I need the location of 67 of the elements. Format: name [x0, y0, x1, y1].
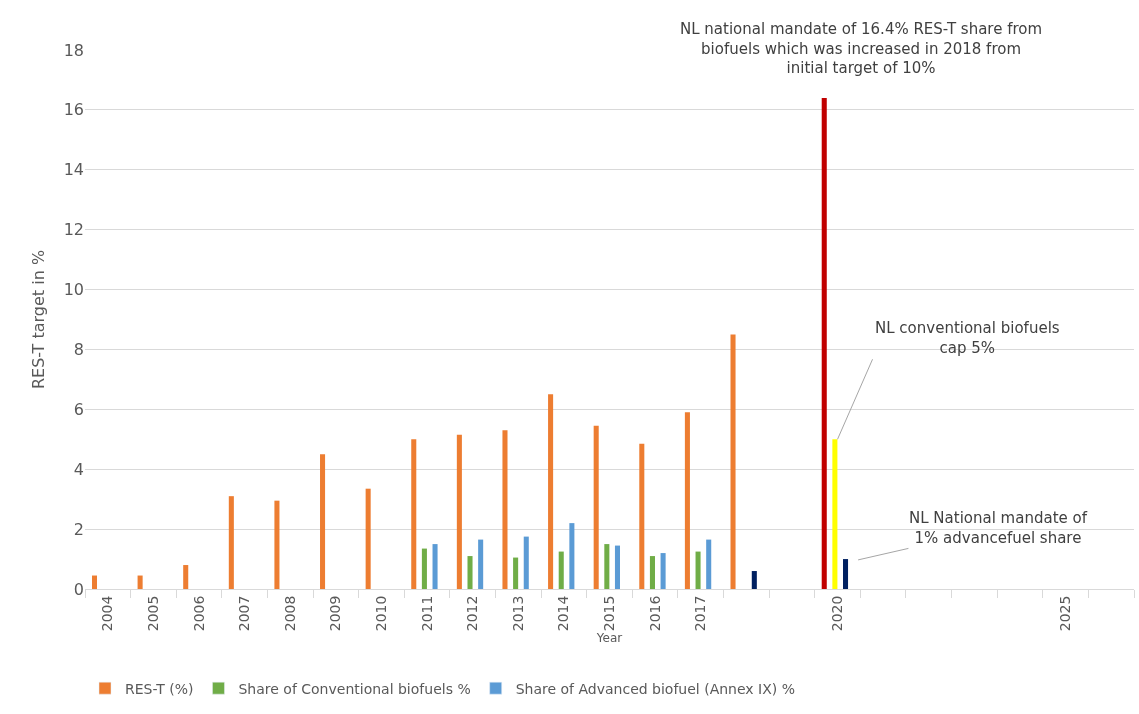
- x-tick-label: 2015: [601, 595, 618, 632]
- x-tick-label: 2009: [327, 595, 344, 632]
- bar: [614, 545, 621, 589]
- y-tick-label: 14: [63, 160, 84, 180]
- bar: [91, 575, 98, 589]
- annotation: NL national mandate of 16.4% RES-T share from biofuels which was increased in 2018 from initial target of 10%: [680, 20, 1043, 77]
- x-tick-label: 2008: [281, 595, 298, 632]
- bar: [421, 548, 427, 589]
- bar: [639, 443, 645, 589]
- bar: [558, 551, 564, 589]
- bar: [228, 496, 234, 589]
- bar: [513, 557, 519, 589]
- bar: [411, 439, 417, 589]
- bar: [684, 412, 690, 589]
- bar: [478, 539, 484, 589]
- x-axis-title: Year: [595, 631, 623, 646]
- legend-label: Share of Advanced biofuel (Annex IX) %: [515, 680, 796, 697]
- x-tick-label: 2005: [144, 595, 161, 632]
- legend-label: Share of Conventional biofuels %: [238, 680, 471, 697]
- x-tick-label: 2014: [555, 595, 572, 632]
- bar: [604, 544, 610, 589]
- bar: [432, 544, 438, 589]
- bar: [751, 571, 757, 589]
- annotation: NL conventional biofuels cap 5%: [875, 319, 1060, 357]
- y-tick-label: 0: [73, 579, 84, 599]
- y-tick-label: 12: [63, 220, 84, 240]
- bar: [660, 553, 666, 589]
- y-tick-label: 6: [73, 399, 84, 419]
- x-tick-label: 2006: [190, 595, 207, 632]
- legend-label: RES-T (%): [125, 680, 194, 697]
- bar: [706, 539, 712, 589]
- bar: [821, 97, 827, 589]
- x-tick-label: 2012: [464, 595, 481, 632]
- annotation: NL National mandate of 1% advancefuel share: [909, 509, 1088, 547]
- x-tick-label: 2011: [418, 595, 435, 632]
- bar: [843, 559, 849, 589]
- bar: [832, 439, 838, 589]
- x-tick-label: 2020: [829, 595, 846, 632]
- bar: [569, 523, 575, 589]
- bar: [320, 454, 326, 589]
- bar: [593, 425, 599, 589]
- bar: [456, 434, 462, 589]
- y-axis-title: RES-T target in %: [28, 249, 48, 390]
- bar: [730, 334, 736, 589]
- x-tick-label: 2010: [373, 595, 390, 632]
- bar: [502, 430, 508, 589]
- y-tick-label: 4: [73, 459, 84, 479]
- bar: [695, 551, 701, 589]
- bar: [467, 556, 473, 589]
- bar: [523, 536, 529, 589]
- x-tick-label: 2016: [646, 595, 663, 632]
- bar: [649, 556, 655, 589]
- bar: [548, 394, 554, 589]
- y-tick-label: 8: [73, 340, 84, 360]
- x-tick-label: 2004: [99, 595, 116, 632]
- bar: [137, 575, 143, 589]
- x-tick-label: 2007: [236, 595, 253, 632]
- y-tick-label: 18: [63, 40, 84, 60]
- bar: [274, 500, 280, 589]
- x-tick-label: 2013: [509, 595, 526, 632]
- y-tick-label: 16: [63, 100, 84, 120]
- y-tick-label: 2: [73, 519, 84, 539]
- bar: [183, 565, 189, 589]
- x-tick-label: 2025: [1057, 595, 1074, 632]
- bar: [365, 488, 371, 589]
- y-tick-label: 10: [63, 280, 84, 300]
- x-tick-label: 2017: [692, 595, 709, 632]
